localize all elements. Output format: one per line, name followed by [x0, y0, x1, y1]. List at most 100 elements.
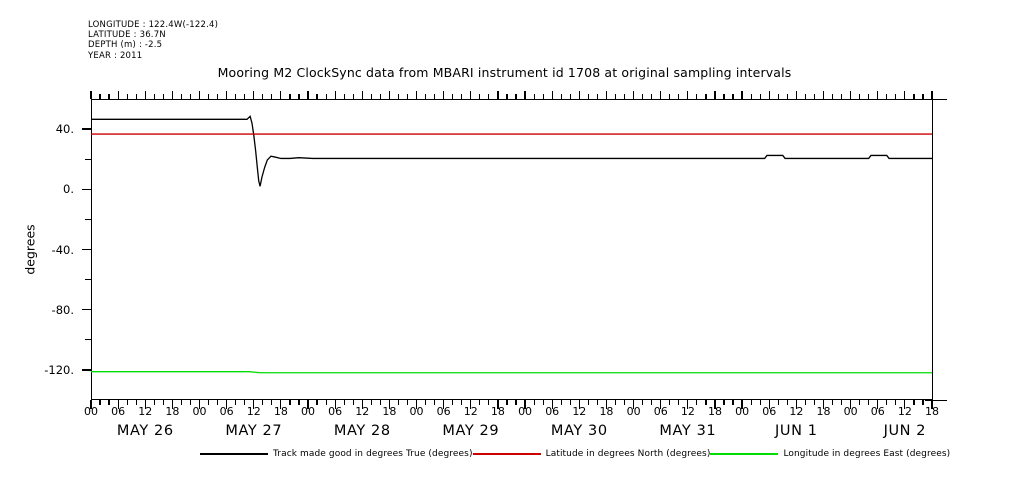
y-tick-minor: [85, 278, 91, 281]
x-hour-label: 18: [925, 405, 939, 418]
x-tick-top-minor: [922, 94, 924, 99]
x-day-label: JUN 1: [775, 423, 818, 439]
x-hour-label: 18: [490, 405, 505, 418]
frame-extension-top: [925, 99, 947, 100]
x-tick-minor: [461, 400, 463, 405]
x-hour-label: 18: [707, 405, 722, 418]
x-hour-label: 00: [735, 405, 750, 418]
x-tick-major: [768, 400, 770, 409]
x-hour-label: 18: [382, 405, 397, 418]
x-tick-minor: [569, 400, 571, 405]
x-tick-major: [850, 400, 852, 409]
legend-entry: Longitude in degrees East (degrees): [710, 449, 950, 459]
x-tick-top-minor: [397, 94, 400, 99]
metadata-block: LONGITUDE : 122.4W(-122.4) LATITUDE : 36…: [88, 20, 218, 61]
metadata-longitude: LONGITUDE : 122.4W(-122.4): [88, 20, 219, 30]
x-tick-minor: [162, 400, 164, 405]
x-hour-label: 00: [409, 405, 424, 418]
x-tick-minor: [298, 400, 300, 405]
x-tick-top-minor: [217, 94, 219, 99]
x-tick-minor: [316, 400, 318, 405]
x-day-label: MAY 26: [116, 423, 174, 439]
x-tick-minor: [813, 400, 816, 405]
x-tick-top-minor: [461, 94, 463, 99]
frame-extension-bottom: [925, 400, 947, 401]
x-tick-minor: [804, 400, 806, 405]
x-tick-minor: [587, 400, 589, 405]
x-tick-minor: [271, 400, 273, 405]
y-tick-label: -120.: [44, 362, 74, 377]
x-tick-top-major: [497, 91, 499, 99]
x-tick-top-major: [822, 91, 825, 99]
legend-label: Latitude in degrees North (degrees): [545, 449, 711, 459]
x-tick-top-minor: [913, 94, 915, 99]
x-tick-top-major: [226, 91, 228, 99]
x-hour-label: 00: [626, 405, 641, 418]
x-hour-label: 06: [870, 405, 885, 418]
metadata-year: YEAR : 2011: [88, 50, 143, 61]
x-day-label: MAY 27: [225, 423, 283, 439]
x-tick-minor: [678, 400, 680, 405]
x-tick-major: [388, 400, 390, 409]
x-hour-label: 12: [138, 405, 153, 418]
legend-color-swatch: [710, 453, 779, 455]
x-tick-major: [497, 400, 499, 409]
x-tick-top-major: [578, 91, 580, 99]
x-tick-top-minor: [705, 94, 707, 99]
x-tick-minor: [886, 400, 888, 405]
x-tick-top-major: [90, 91, 92, 99]
legend-color-swatch: [200, 453, 268, 455]
legend-entry: Track made good in degrees True (degrees…: [200, 449, 473, 459]
y-tick-major: [82, 309, 91, 311]
x-tick-minor: [786, 400, 788, 405]
y-tick-label: 0.: [63, 182, 74, 197]
x-tick-top-major: [415, 91, 418, 99]
x-tick-top-minor: [370, 94, 372, 99]
x-tick-top-major: [741, 91, 743, 99]
x-tick-minor: [153, 400, 155, 405]
x-tick-top-major: [280, 91, 282, 99]
x-hour-label: 00: [301, 405, 316, 418]
x-tick-minor: [750, 400, 752, 405]
x-tick-top-minor: [614, 94, 617, 99]
x-tick-minor: [859, 400, 861, 405]
x-tick-top-minor: [180, 94, 183, 99]
x-tick-top-minor: [596, 94, 598, 99]
x-tick-top-minor: [108, 94, 110, 99]
x-tick-minor: [759, 400, 761, 405]
x-tick-top-major: [198, 91, 201, 99]
x-tick-top-minor: [99, 94, 101, 99]
y-axis-label: degrees: [22, 224, 38, 275]
x-tick-top-minor: [271, 94, 273, 99]
x-tick-top-minor: [804, 94, 806, 99]
x-tick-major: [334, 400, 336, 409]
x-tick-minor: [99, 400, 101, 405]
x-tick-minor: [831, 400, 834, 405]
x-tick-major: [632, 400, 635, 409]
x-tick-major: [660, 400, 662, 409]
chart-legend: Track made good in degrees True (degrees…: [0, 449, 1009, 465]
x-tick-top-minor: [189, 94, 192, 99]
x-tick-minor: [669, 400, 671, 405]
x-tick-top-major: [931, 91, 933, 99]
x-day-label: MAY 28: [333, 423, 391, 439]
x-tick-major: [714, 400, 716, 409]
x-tick-minor: [732, 400, 734, 405]
x-tick-major: [144, 400, 146, 409]
x-tick-major: [361, 400, 363, 409]
x-tick-major: [741, 400, 743, 409]
x-tick-major: [117, 400, 119, 409]
x-tick-major: [90, 400, 92, 409]
x-tick-minor: [189, 400, 192, 405]
x-tick-top-major: [850, 91, 852, 99]
x-tick-top-major: [768, 91, 770, 99]
x-tick-minor: [723, 400, 725, 405]
x-tick-minor: [515, 400, 517, 405]
x-hour-label: 06: [545, 405, 560, 418]
x-tick-minor: [651, 400, 653, 405]
x-tick-minor: [560, 400, 562, 405]
x-tick-major: [198, 400, 201, 409]
x-tick-major: [226, 400, 228, 409]
x-tick-top-minor: [533, 94, 535, 99]
x-tick-minor: [406, 400, 409, 405]
